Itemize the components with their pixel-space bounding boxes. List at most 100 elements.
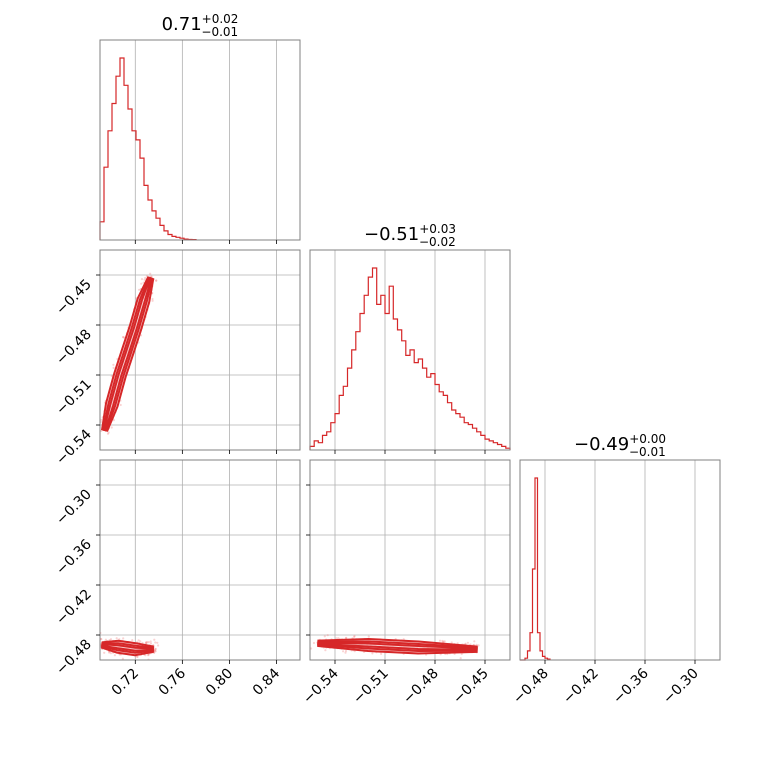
sample-point (353, 634, 356, 638)
sample-point (345, 636, 348, 640)
sample-point (323, 635, 326, 638)
histogram-panel-2: −0.51+0.03 −0.02 (309, 222, 511, 454)
sample-point (112, 366, 115, 369)
x-tick-label: −0.45 (450, 666, 492, 708)
sample-point (122, 637, 125, 640)
contour-outer (317, 637, 478, 655)
contour-inner (102, 276, 153, 432)
sample-point (438, 639, 442, 642)
sample-point (342, 650, 345, 653)
sample-point (136, 655, 139, 659)
sample-point (113, 654, 116, 657)
sample-point (104, 638, 107, 641)
sample-point (112, 363, 115, 366)
sample-point (156, 641, 159, 644)
sample-point (477, 644, 480, 647)
sample-point (157, 644, 160, 647)
upper-error: +0.00 (629, 432, 666, 446)
sample-point (138, 288, 141, 291)
contour-inner (101, 643, 154, 652)
sample-point (450, 641, 453, 644)
sample-point (96, 646, 98, 648)
param-title-1: 0.71+0.02 −0.01 (162, 12, 239, 39)
histogram-panel-3: −0.48 −0.42 −0.36 −0.30 −0.49+0.00 −0.01 (510, 432, 721, 707)
sample-point (154, 647, 157, 651)
sample-point (119, 403, 122, 407)
param-title-2: −0.51+0.03 −0.02 (364, 222, 456, 249)
sample-point (144, 654, 147, 657)
scatter-panel-1: −0.54 −0.51 −0.48 −0.45 (53, 249, 301, 468)
sample-point (94, 639, 96, 641)
sample-point (112, 419, 115, 422)
sample-point (344, 651, 347, 654)
sample-point (466, 641, 469, 644)
sample-point (464, 642, 467, 645)
sample-point (115, 637, 118, 640)
sample-point (121, 657, 124, 660)
contour-outer (100, 276, 155, 432)
sample-point (443, 640, 446, 643)
panel-frame (309, 249, 511, 451)
sample-point (312, 641, 316, 645)
y-tick-label: −0.48 (53, 327, 95, 369)
y-tick-label: −0.48 (53, 637, 95, 679)
sample-point (154, 650, 157, 653)
param-title-3: −0.49+0.00 −0.01 (574, 432, 666, 459)
y-tick-label: −0.36 (53, 536, 95, 578)
sample-point (100, 638, 103, 641)
sample-point (110, 426, 113, 429)
sample-point (144, 276, 147, 280)
sample-point (149, 640, 152, 643)
upper-error: +0.03 (419, 222, 456, 236)
sample-point (153, 649, 156, 652)
sample-point (154, 647, 157, 651)
lower-error: −0.01 (201, 25, 238, 39)
sample-point (136, 655, 139, 658)
contour-outer (101, 639, 154, 657)
sample-point (473, 640, 476, 643)
upper-error: +0.02 (202, 12, 239, 26)
sample-point (140, 278, 144, 281)
scatter-panel-3: −0.54 −0.51 −0.48 −0.45 (300, 459, 511, 708)
sample-point (147, 653, 150, 656)
sample-point (149, 642, 153, 645)
sample-point (442, 640, 445, 643)
x-tick-label: 0.76 (156, 665, 189, 698)
sample-point (147, 641, 150, 644)
x-tick-label: −0.51 (350, 666, 392, 708)
sample-point (153, 638, 156, 641)
sample-point (153, 649, 156, 652)
sample-point (441, 639, 444, 643)
panel-frame (99, 459, 301, 661)
sample-point (310, 647, 313, 650)
sample-point (122, 335, 125, 339)
sample-point (155, 279, 158, 282)
x-tick-label: 0.72 (109, 666, 142, 699)
sample-point (459, 657, 462, 660)
scatter-panel-2: 0.72 0.76 0.80 0.84 −0.48 −0.42 −0.36 −0.30 (53, 459, 301, 699)
histogram-step-line (309, 267, 511, 450)
sample-point (460, 652, 463, 656)
sample-point (100, 418, 103, 421)
median-value: 0.71 (162, 14, 202, 35)
y-tick-label: −0.51 (53, 377, 95, 419)
sample-point (326, 634, 329, 637)
sample-point (367, 635, 370, 638)
sample-point (137, 639, 140, 642)
y-tick-label: −0.45 (53, 277, 95, 319)
sample-point (151, 299, 154, 302)
sample-point (131, 639, 134, 642)
sample-point (371, 652, 374, 655)
y-tick-label: −0.42 (53, 587, 95, 629)
x-tick-label: 0.84 (250, 665, 283, 698)
sample-point (145, 641, 148, 644)
sample-point (103, 651, 106, 654)
median-value: −0.49 (574, 434, 629, 455)
sample-point (154, 649, 157, 652)
sample-point (108, 651, 111, 654)
sample-point (139, 640, 142, 643)
lower-error: −0.01 (629, 445, 666, 459)
sample-point (144, 642, 147, 645)
median-value: −0.51 (364, 224, 419, 245)
lower-error: −0.02 (419, 235, 456, 249)
